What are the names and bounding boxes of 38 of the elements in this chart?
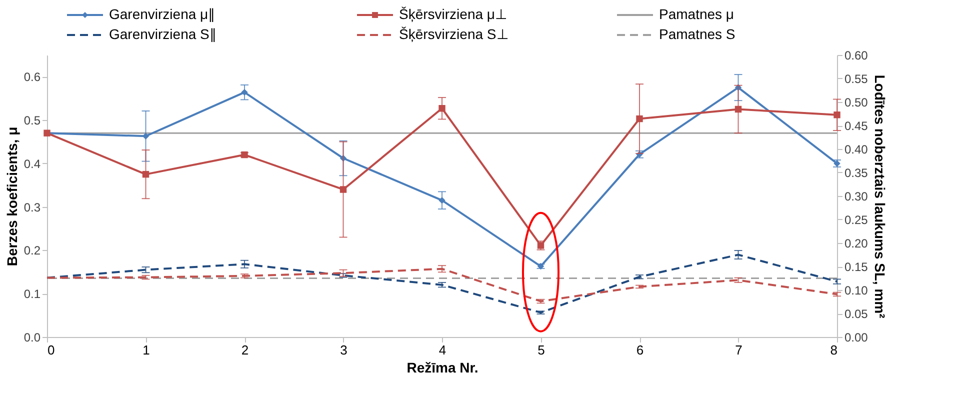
legend-label: Šķērsvirziena S⊥ <box>399 26 508 42</box>
x-tick-label: 6 <box>636 342 644 358</box>
y2-tick-label: 0.15 <box>844 260 868 274</box>
y2-tick-label: 0.40 <box>844 142 868 156</box>
y2-tick-label: 0.50 <box>844 96 868 110</box>
y2-tick-label: 0.35 <box>844 166 868 180</box>
x-axis-title: Režīma Nr. <box>406 360 478 376</box>
y2-tick-label: 0.55 <box>844 72 868 86</box>
y-tick-label: 0.3 <box>24 200 41 214</box>
x-tick-label: 0 <box>48 342 55 358</box>
legend-label: Garenvirziena S∥ <box>109 26 216 42</box>
x-tick-label: 5 <box>538 342 545 358</box>
y2-tick-label: 0.10 <box>844 284 868 298</box>
y2-tick-label: 0.00 <box>844 330 868 344</box>
y-tick-label: 0.0 <box>24 330 41 344</box>
y2-axis-title: Lodītes noberztais laukums SL, mm² <box>872 74 888 319</box>
legend-label: Pamatnes μ <box>659 6 734 22</box>
x-tick-label: 3 <box>340 342 348 358</box>
x-tick-label: 4 <box>438 342 446 358</box>
y2-tick-label: 0.60 <box>844 48 868 62</box>
y-tick-label: 0.6 <box>24 70 41 84</box>
y-tick-label: 0.2 <box>24 244 41 258</box>
y2-tick-label: 0.25 <box>844 213 868 227</box>
y2-tick-label: 0.05 <box>844 307 868 321</box>
y2-tick-label: 0.20 <box>844 236 868 250</box>
y-axis-title: Berzes koeficients, μ <box>4 126 20 266</box>
legend-label: Šķērsvirziena μ⊥ <box>399 6 507 22</box>
x-tick-label: 2 <box>241 342 249 358</box>
legend-label: Pamatnes S <box>659 26 736 42</box>
legend-label: Garenvirziena μ∥ <box>109 6 216 22</box>
y2-tick-label: 0.30 <box>844 190 868 204</box>
y2-tick-label: 0.45 <box>844 119 868 133</box>
y-tick-label: 0.1 <box>24 287 41 302</box>
x-tick-label: 1 <box>142 342 150 358</box>
x-tick-label: 8 <box>830 342 838 358</box>
y-tick-label: 0.5 <box>24 114 41 128</box>
y-tick-label: 0.4 <box>24 156 41 171</box>
x-tick-label: 7 <box>735 342 742 358</box>
